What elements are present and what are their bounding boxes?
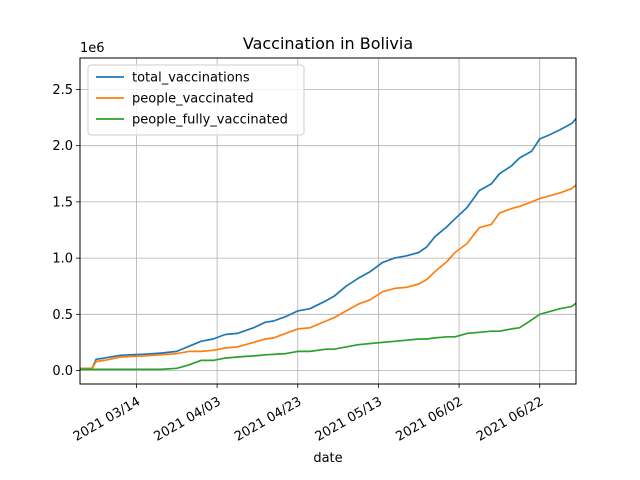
legend-entry-label: people_fully_vaccinated — [132, 113, 288, 128]
x-axis-label: date — [313, 451, 342, 466]
series-lines — [80, 118, 577, 371]
y-offset-label: 1e6 — [80, 41, 105, 56]
y-axis-ticks: 0.0 0.5 1.0 1.5 2.0 2.5 — [52, 83, 80, 379]
y-tick-label: 0.0 — [52, 364, 73, 379]
axes-frame — [79, 57, 577, 385]
y-tick-label: 1.5 — [52, 195, 73, 210]
chart-title: Vaccination in Bolivia — [243, 34, 413, 53]
legend: total_vaccinations people_vaccinatedpeopl… — [87, 64, 305, 136]
y-tick-label: 0.5 — [52, 308, 73, 323]
series-line-people-fully-vaccinated — [80, 302, 577, 371]
series-line-people-vaccinated — [80, 184, 577, 370]
y-tick-label: 2.5 — [52, 83, 73, 98]
y-tick-label: 2.0 — [52, 139, 73, 154]
legend-box — [87, 64, 305, 136]
series-line-total-vaccinations — [80, 118, 577, 370]
legend-entry-label: people_vaccinated — [132, 92, 254, 107]
y-tick-label: 1.0 — [52, 252, 73, 267]
legend-entry-label: total_vaccinations — [132, 71, 250, 86]
